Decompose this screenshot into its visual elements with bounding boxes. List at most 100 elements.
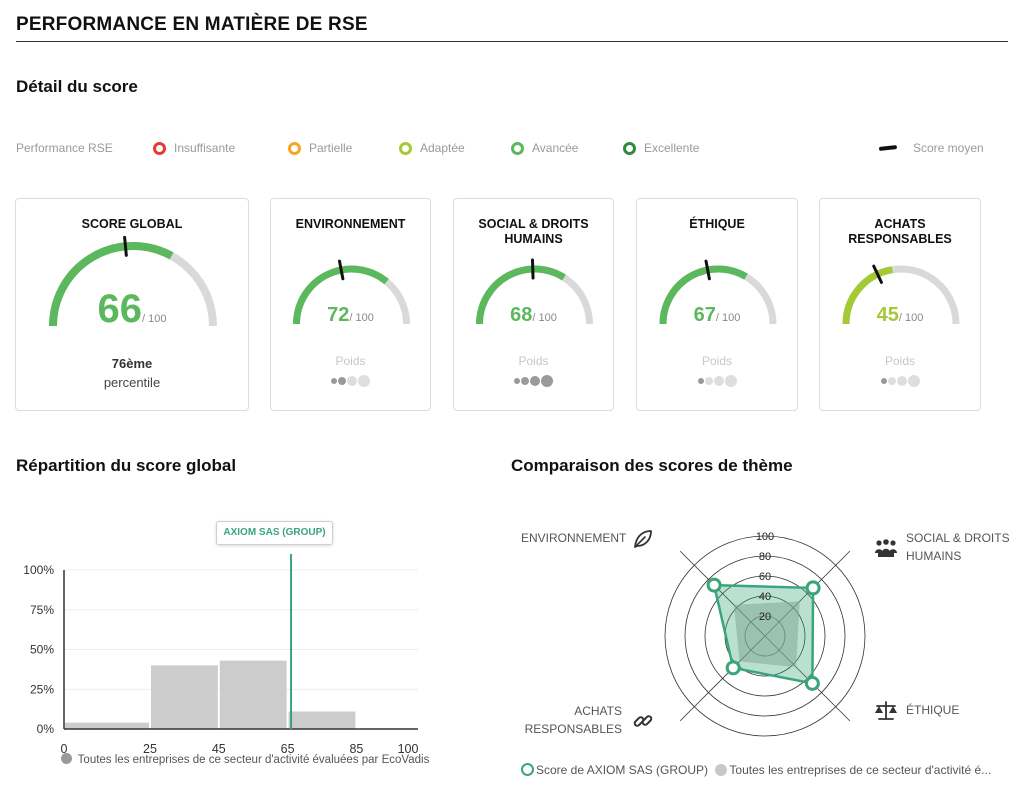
legend-dot-icon (153, 141, 166, 155)
weight-dot (521, 377, 529, 385)
legend-dot-icon (399, 141, 412, 155)
card-environnement[interactable]: ENVIRONNEMENT 72/ 100 Poids (270, 198, 431, 411)
radar-ring (684, 555, 846, 717)
histogram-bar (219, 660, 287, 729)
company-marker-tooltip: AXIOM SAS (GROUP) (216, 521, 333, 545)
weight-dot (338, 377, 346, 385)
legend-dot-icon (288, 141, 301, 155)
card-score-global[interactable]: SCORE GLOBAL 66/ 100 76ème percentile (15, 198, 249, 411)
y-tick-label: 25% (30, 682, 54, 696)
score-value: 67/ 100 (693, 304, 741, 326)
score-gauge (842, 264, 960, 325)
weight-dot (907, 375, 920, 387)
weight-label: Poids (884, 354, 916, 368)
legend-dot-icon (623, 141, 636, 155)
comparison-title: Comparaison des scores de thème (511, 456, 793, 475)
company-series-point (805, 580, 821, 596)
card-title: ÉTHIQUE (689, 217, 745, 231)
card-social-droits-humains[interactable]: SOCIAL & DROITS HUMAINS 68/ 100 Poids (453, 198, 614, 411)
company-series-point (804, 675, 820, 691)
x-tick-label: 25 (143, 742, 157, 756)
percentile-label: percentile (103, 375, 161, 390)
legend-item-average: Score moyen (878, 141, 984, 155)
card-title: ENVIRONNEMENT (295, 217, 406, 231)
legend-item-avancee: Avancée (511, 141, 578, 155)
score-gauge (476, 258, 593, 325)
radar-tick-label: 80 (759, 551, 771, 563)
average-marker (704, 259, 711, 281)
radar-tick-label: 20 (759, 611, 771, 623)
radar-label-environnement: ENVIRONNEMENT (521, 531, 627, 545)
average-marker (872, 264, 883, 284)
radar-tick-label: 40 (759, 591, 771, 603)
radar-label-ethique: ÉTHIQUE (906, 703, 960, 717)
histogram-bar (288, 711, 356, 729)
page-title: PERFORMANCE EN MATIÈRE DE RSE (16, 14, 368, 35)
x-tick-label: 65 (281, 742, 295, 756)
weight-dot (887, 377, 896, 385)
sector-series-icon (715, 764, 728, 776)
card-title: SCORE GLOBAL (81, 217, 183, 231)
weight-label: Poids (701, 354, 733, 368)
y-tick-label: 0% (37, 722, 55, 736)
distribution-histogram: 0% 25% 50% 75% 100% 0 25 45 65 85 100 (23, 554, 419, 756)
weight-dot (880, 378, 887, 384)
y-tick-label: 75% (30, 603, 54, 617)
gauge-fill (659, 265, 748, 325)
weight-label: Poids (518, 354, 549, 368)
performance-legend: Performance RSE Insuffisante Partielle A… (16, 141, 988, 159)
radar-ring (704, 575, 826, 697)
histogram-bar (151, 665, 218, 729)
weight-indicator (271, 375, 430, 387)
legend-dot-icon (60, 753, 72, 764)
weight-indicator (454, 375, 613, 387)
score-gauge (49, 235, 217, 327)
score-value: 68/ 100 (510, 304, 557, 326)
x-tick-label: 0 (61, 742, 68, 756)
radar-legend[interactable]: Score de AXIOM SAS (GROUP) Toutes les en… (521, 763, 1011, 777)
score-value: 66/ 100 (97, 287, 167, 331)
average-marker (338, 259, 345, 281)
score-gauge (293, 259, 410, 325)
weight-dot (713, 376, 724, 386)
y-tick-label: 100% (23, 563, 54, 577)
distribution-title: Répartition du score global (16, 456, 237, 475)
average-mark-icon (878, 145, 898, 151)
card-title: ACHATS RESPONSABLES (848, 217, 952, 246)
histogram-legend[interactable]: Toutes les entreprises de ce secteur d'a… (60, 752, 430, 768)
card-ethique[interactable]: ÉTHIQUE 67/ 100 Poids (636, 198, 798, 411)
weight-dot (331, 378, 337, 384)
average-marker (530, 258, 535, 280)
sector-series-area (733, 601, 800, 668)
gauge-fill (476, 265, 566, 325)
score-gauge (659, 259, 777, 325)
company-series-icon (521, 763, 534, 776)
score-value: 72/ 100 (327, 304, 374, 326)
weight-dot (697, 378, 704, 384)
weight-dot (896, 376, 907, 386)
weight-dot (530, 376, 540, 386)
legend-label: Performance RSE (16, 141, 113, 155)
company-series-point (706, 577, 722, 593)
radar-label-social: SOCIAL & DROITS HUMAINS (906, 531, 1010, 563)
weight-indicator (820, 375, 980, 387)
card-title: SOCIAL & DROITS HUMAINS (478, 217, 589, 246)
card-achats-responsables[interactable]: ACHATS RESPONSABLES 45/ 100 Poids (819, 198, 981, 411)
radar-tick-label: 60 (759, 571, 771, 583)
scales-icon (875, 701, 897, 720)
radar-tick-label: 100 (756, 531, 774, 543)
weight-dot (358, 375, 370, 387)
weight-dot (704, 377, 713, 385)
legend-item-insuffisante: Insuffisante (153, 141, 235, 155)
score-value: 45/ 100 (876, 304, 924, 326)
x-tick-label: 100 (398, 742, 419, 756)
gauge-fill (842, 266, 894, 325)
weight-dot (347, 376, 357, 386)
weight-indicator (637, 375, 797, 387)
weight-dot (541, 375, 553, 387)
radar-label-achats: ACHATS RESPONSABLES (524, 704, 622, 736)
company-series-point (725, 660, 741, 676)
histogram-bar (65, 722, 149, 729)
radar-ring (664, 535, 866, 737)
legend-item-adaptee: Adaptée (399, 141, 465, 155)
